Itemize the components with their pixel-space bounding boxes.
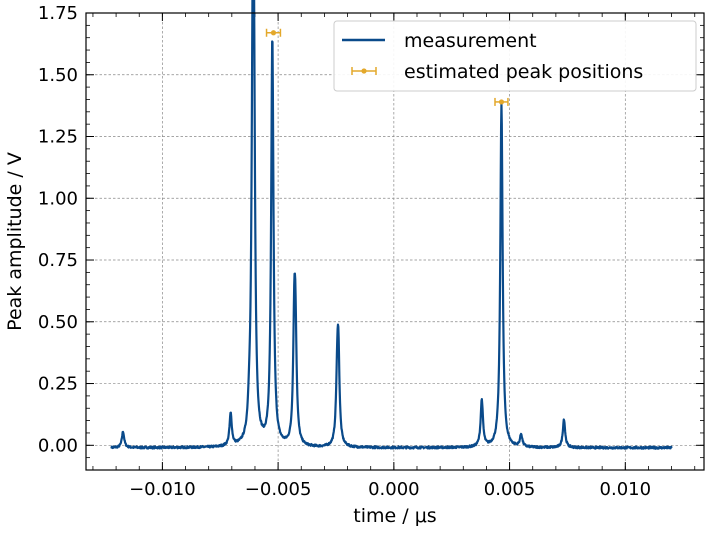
x-tick-label: 0.010 [600, 479, 652, 500]
x-tick-label: 0.005 [484, 479, 536, 500]
y-tick-label: 1.00 [38, 188, 78, 209]
legend: measurement estimated peak positions [333, 20, 697, 92]
y-tick-label: 1.75 [38, 3, 78, 24]
measurement-line [110, 0, 673, 450]
x-tick-label: −0.005 [245, 479, 312, 500]
y-tick-label: 0.50 [38, 312, 78, 333]
legend-marker-peaks [351, 67, 377, 75]
ticks-layer: −0.010 −0.005 0.000 0.005 0.010 0.00 0.25 0.50 0… [38, 3, 704, 500]
y-tick-label: 0.25 [38, 374, 78, 395]
peak-position-point [498, 99, 505, 105]
y-tick-label: 1.50 [38, 65, 78, 86]
legend-point [361, 68, 367, 74]
legend-label-peaks: estimated peak positions [404, 61, 643, 83]
y-tick-label: 0.00 [38, 435, 78, 456]
legend-box [333, 20, 697, 92]
x-tick-label: −0.010 [129, 479, 196, 500]
x-tick-label: 0.000 [368, 479, 420, 500]
y-tick-label: 0.75 [38, 250, 78, 271]
x-axis-label: time / μs [353, 505, 436, 527]
y-tick-label: 1.25 [38, 127, 78, 148]
legend-label-measurement: measurement [404, 30, 537, 52]
plot-frame [85, 12, 705, 471]
series-layer [110, 0, 673, 450]
peak-position-point [270, 30, 277, 36]
y-axis-label: Peak amplitude / V [4, 152, 26, 331]
